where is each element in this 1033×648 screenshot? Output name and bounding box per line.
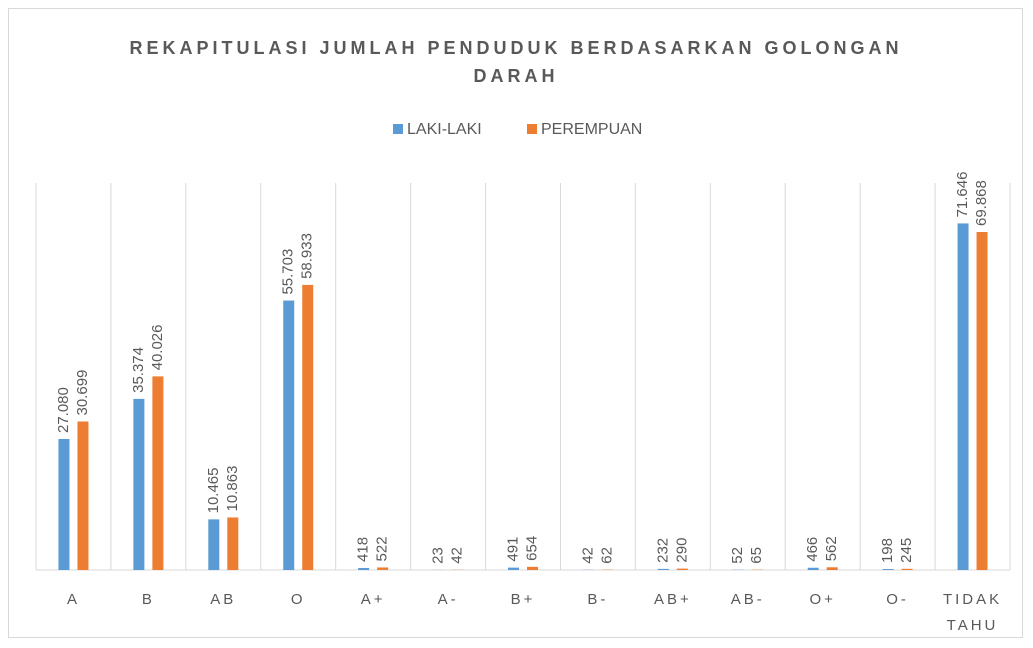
data-label: 42: [579, 547, 596, 564]
x-tick-label: AB: [210, 591, 236, 608]
bar: [957, 223, 969, 570]
bar: [826, 567, 838, 570]
data-label: 245: [898, 538, 915, 563]
data-label: 40.026: [149, 324, 166, 370]
x-tick-label: B: [142, 591, 155, 608]
bar: [358, 567, 370, 570]
legend-swatch: [393, 124, 403, 134]
data-label: 65: [748, 547, 765, 564]
bar: [152, 376, 164, 570]
data-label: 418: [355, 537, 372, 562]
chart-frame: [8, 8, 1023, 638]
x-tick-label: O: [291, 591, 306, 608]
bar: [377, 567, 389, 570]
data-label: 198: [879, 538, 896, 563]
bar: [227, 517, 239, 570]
bar: [807, 567, 819, 570]
data-label: 23: [430, 547, 447, 564]
bar: [302, 284, 314, 570]
bar: [133, 398, 145, 570]
bar: [657, 568, 669, 570]
bar: [508, 567, 519, 570]
data-label: 562: [823, 536, 840, 561]
bar: [77, 421, 89, 570]
data-label: 232: [654, 538, 671, 563]
bar: [901, 568, 913, 570]
data-label: 52: [729, 547, 746, 564]
chart-title: REKAPITULASI JUMLAH PENDUDUK BERDASARKAN…: [129, 38, 903, 86]
x-tick-label: TIDAK TAHU: [943, 591, 1002, 634]
data-label: 30.699: [74, 370, 91, 416]
data-label: 466: [804, 537, 821, 562]
bar: [283, 300, 295, 570]
x-tick-label: A: [67, 591, 80, 608]
bar: [976, 232, 988, 570]
x-tick-label: O+: [809, 591, 835, 608]
data-label: 27.080: [55, 387, 72, 433]
data-label: 69.868: [973, 180, 990, 226]
x-tick-label: A+: [361, 591, 386, 608]
legend-label: LAKI-LAKI: [407, 121, 482, 138]
bar: [676, 568, 688, 570]
bar: [208, 519, 220, 570]
data-label: 290: [673, 538, 690, 563]
data-label: 491: [504, 537, 521, 562]
x-tick-label: B+: [511, 591, 536, 608]
data-label: 58.933: [299, 233, 316, 279]
data-label: 71.646: [954, 172, 971, 218]
bar: [527, 566, 538, 570]
data-label: 35.374: [130, 347, 147, 393]
x-tick-label: O-: [886, 591, 909, 608]
data-label: 42: [449, 547, 466, 564]
data-label: 55.703: [280, 249, 297, 295]
data-label: 10.863: [224, 466, 241, 512]
x-tick-label: AB-: [731, 591, 765, 608]
data-label: 654: [523, 536, 540, 561]
data-label: 62: [598, 547, 615, 564]
data-label: 10.465: [205, 467, 222, 513]
legend-label: PEREMPUAN: [541, 121, 642, 138]
data-label: 522: [374, 536, 391, 561]
x-tick-label: A-: [438, 591, 459, 608]
bar: [58, 439, 70, 570]
x-tick-label: B-: [587, 591, 608, 608]
bar: [882, 569, 894, 570]
legend-swatch: [527, 124, 537, 134]
x-tick-label: AB+: [654, 591, 692, 608]
